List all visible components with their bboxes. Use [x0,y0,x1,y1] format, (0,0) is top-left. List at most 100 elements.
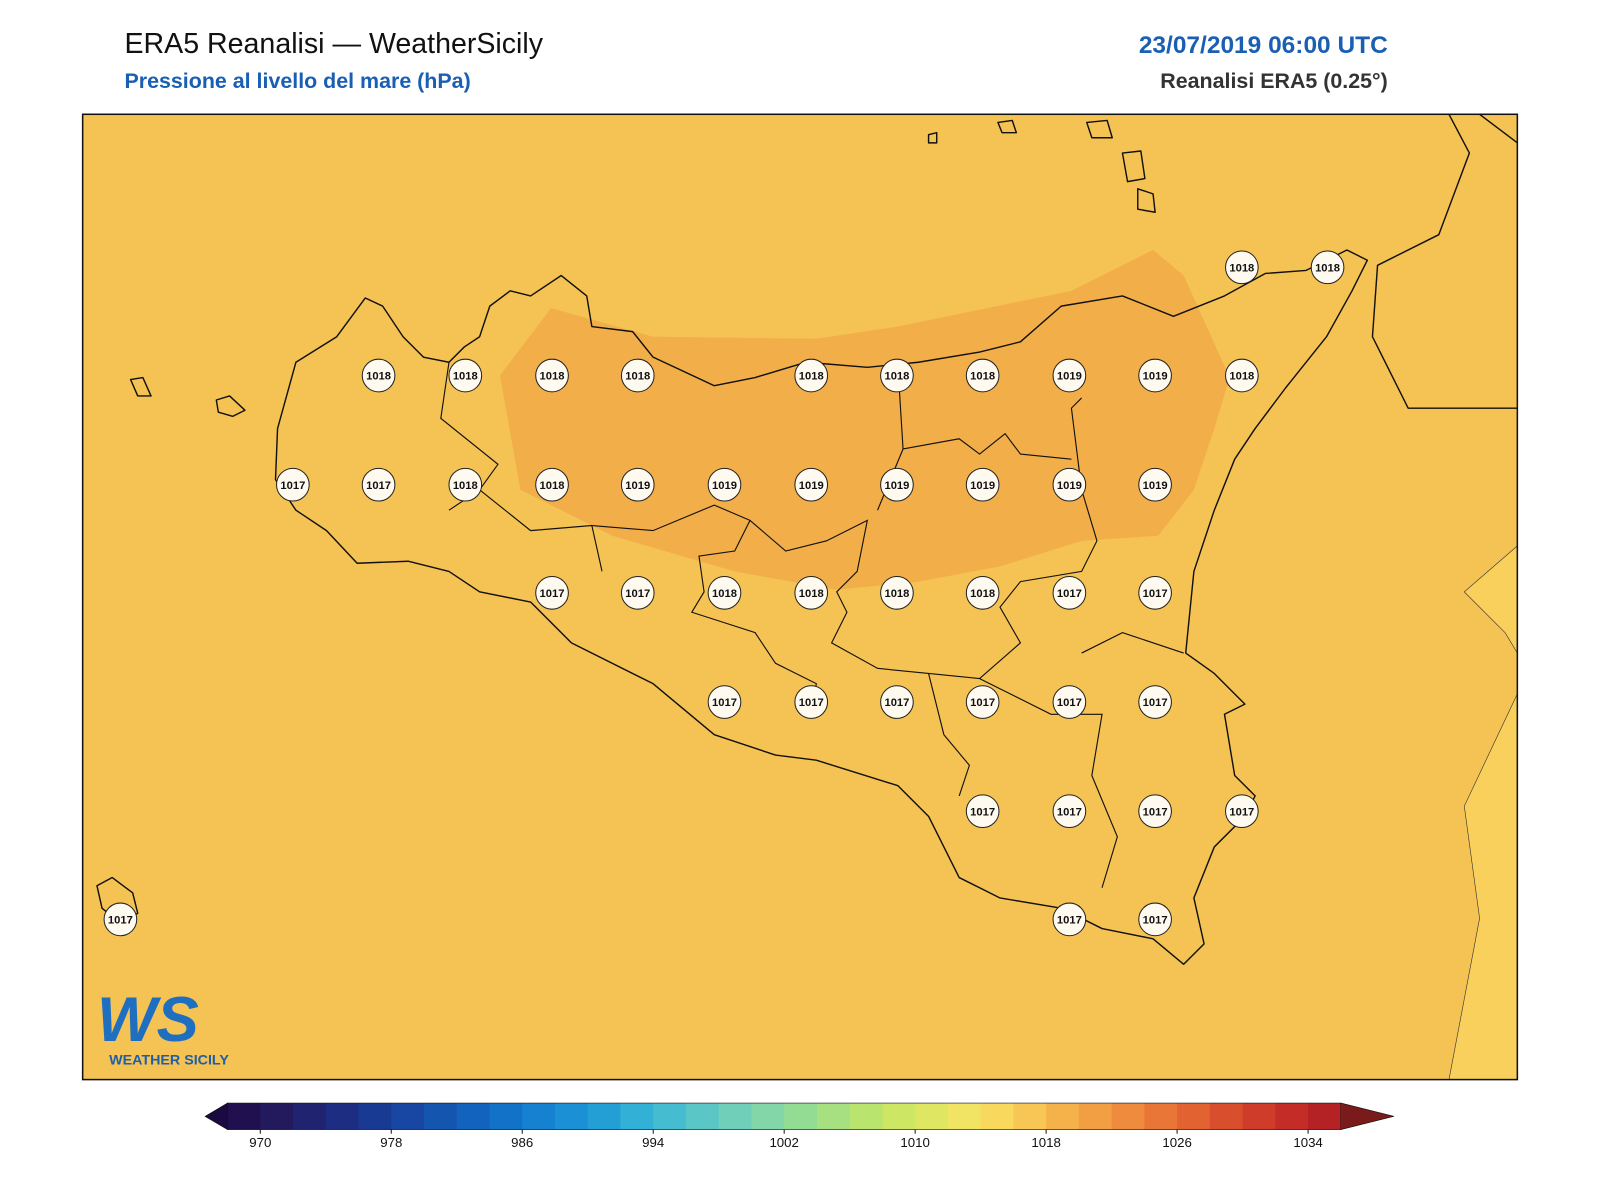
calabria-coast [1371,113,1518,409]
station-value: 1017 [1229,806,1254,818]
colorbar-swatch [1111,1103,1145,1130]
colorbar-tick-label: 978 [380,1135,402,1150]
station-value: 1017 [884,697,909,709]
colorbar-swatch [489,1103,523,1130]
station-marker [1052,685,1087,719]
map: 1018 1018 1018 1018 1018 1018 1018 1019 1019 1018… [81,113,1519,1081]
station-marker [707,685,742,719]
station-marker [794,467,829,502]
station-marker [535,467,569,502]
station-marker [794,576,829,610]
colorbar-over [1340,1102,1394,1130]
station-value: 1017 [1143,806,1168,818]
station-marker [103,902,138,937]
date: 23/07/2019 06:00 UTC [1139,32,1388,59]
station-marker [535,358,569,393]
station-value: 1018 [453,371,478,383]
colorbar-under [204,1102,228,1131]
station-marker [1225,794,1259,829]
station-marker [965,358,1000,393]
station-value: 1018 [884,371,909,383]
station-value: 1018 [1315,262,1340,274]
station-value: 1018 [884,588,909,600]
station-value: 1017 [625,588,650,600]
stations: 1018 1018 1018 1018 1018 1018 1018 1019 1019 1018… [103,250,1345,937]
colorbar-swatch [620,1103,654,1130]
colorbar: 970 978 986 994 1002 1010 1018 1026 1034 [204,1102,1394,1150]
station-value: 1019 [884,480,909,492]
colorbar-tick-label: 1018 [1031,1135,1060,1150]
colorbar-swatch [751,1103,785,1130]
station-value: 1018 [453,480,478,492]
station-marker [1138,685,1172,719]
colorbar-swatch [882,1103,916,1130]
station-marker [276,467,310,502]
station-value: 1018 [799,371,824,383]
colorbar-swatch [685,1103,720,1130]
station-value: 1017 [1057,588,1082,600]
station-value: 1018 [712,588,737,600]
station-marker [361,358,396,393]
station-value: 1018 [625,371,650,383]
island [96,119,1156,925]
colorbar-swatch [293,1103,327,1130]
station-value: 1017 [1057,697,1082,709]
colorbar-swatch [947,1103,982,1130]
station-marker [361,467,396,502]
colorbar-swatch [456,1103,491,1130]
station-value: 1017 [1143,588,1168,600]
station-value: 1018 [970,588,995,600]
logo-mark: WS [97,985,199,1055]
colorbar-swatch [1242,1103,1276,1130]
station-value: 1018 [799,588,824,600]
station-marker [880,467,914,502]
colorbar-swatch [554,1103,589,1130]
pressure-zone [500,250,1230,590]
colorbar-swatch [915,1103,949,1130]
station-value: 1018 [1229,371,1254,383]
station-marker [620,467,655,502]
station-marker [448,467,483,502]
station-value: 1017 [108,914,133,926]
subtitle: Pressione al livello del mare (hPa) [124,69,470,93]
station-marker [794,358,829,393]
colorbar-tick-label: 970 [249,1135,271,1150]
station-marker [1052,794,1087,829]
colorbar-swatch [1177,1103,1211,1130]
colorbar-swatch [1144,1103,1178,1130]
station-marker [1310,250,1345,285]
station-value: 1018 [1229,262,1254,274]
colorbar-swatch [587,1103,621,1130]
source: Reanalisi ERA5 (0.25°) [1160,69,1387,93]
logo-text: WEATHER SICILY [109,1052,229,1068]
sicily-coast [274,249,1369,965]
station-marker [880,576,914,610]
colorbar-tick-label: 994 [642,1135,664,1150]
station-value: 1017 [970,697,995,709]
station-value: 1017 [799,697,824,709]
station-value: 1019 [1057,371,1082,383]
station-value: 1017 [1143,914,1168,926]
station-marker [965,467,1000,502]
station-value: 1017 [1057,806,1082,818]
station-value: 1019 [712,480,737,492]
station-marker [1138,467,1172,502]
colorbar-swatch [1078,1103,1113,1130]
station-marker [1225,358,1259,393]
station-value: 1018 [366,371,391,383]
colorbar-tick-label: 1002 [769,1135,798,1150]
station-marker [1138,794,1172,829]
province-border [440,362,1184,888]
colorbar-tick-label: 986 [511,1135,533,1150]
colorbar-swatch [849,1103,883,1130]
colorbar-swatch [1046,1103,1080,1130]
colorbar-swatch [784,1103,818,1130]
station-marker [1052,467,1087,502]
station-marker [535,576,569,610]
station-value: 1019 [970,480,995,492]
station-value: 1017 [280,480,305,492]
title: ERA5 Reanalisi — WeatherSicily [124,28,543,60]
station-marker [880,358,914,393]
station-marker [880,685,914,719]
colorbar-swatch [424,1103,458,1130]
